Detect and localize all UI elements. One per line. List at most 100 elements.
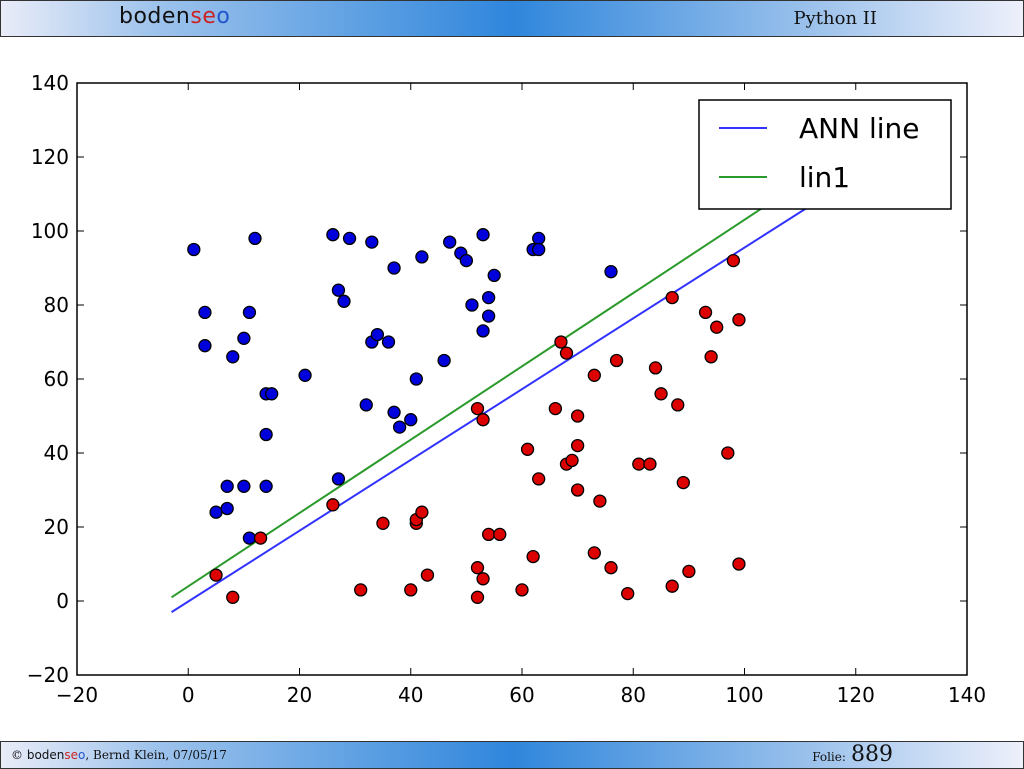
scatter-point-class1: [682, 564, 696, 579]
x-tick-label: 60: [509, 683, 534, 707]
scatter-point-class0: [476, 324, 490, 338]
scatter-point-class1: [481, 527, 496, 542]
scatter-point-class1: [654, 387, 668, 401]
scatter-point-class0: [370, 327, 385, 342]
scatter-point-class0: [237, 479, 251, 493]
data-points: [187, 228, 746, 604]
scatter-point-class0: [259, 479, 273, 493]
x-tick-label: 140: [948, 683, 986, 707]
scatter-point-class1: [415, 505, 429, 519]
scatter-point-class1: [470, 401, 485, 416]
scatter-point-class1: [587, 546, 601, 560]
scatter-point-class0: [387, 261, 401, 275]
scatter-point-class1: [354, 583, 368, 597]
scatter-point-class1: [470, 561, 485, 575]
scatter-point-class1: [570, 409, 585, 423]
scatter-point-class1: [732, 557, 746, 571]
header-bar: bodenseo Python II: [0, 0, 1024, 37]
logo-part-o: o: [216, 4, 231, 29]
x-tick-label: −20: [56, 683, 98, 707]
scatter-point-class1: [376, 516, 390, 530]
scatter-point-class0: [248, 231, 262, 246]
scatter-point-class0: [198, 339, 212, 353]
axis-ticks: −20 0 20 40 60 80 100 120 140 −20 0 20 40 60 80 100 120 1…: [27, 71, 986, 707]
scatter-point-class1: [565, 453, 579, 468]
scatter-point-class1: [665, 579, 679, 593]
scatter-point-class1: [621, 586, 635, 601]
course-title: Python II: [793, 8, 877, 29]
scatter-point-class0: [404, 413, 418, 427]
x-tick-label: 20: [287, 683, 312, 707]
scatter-point-class1: [209, 568, 223, 582]
scatter-point-class0: [532, 242, 546, 257]
scatter-point-class1: [671, 398, 685, 412]
scatter-point-class0: [187, 242, 201, 257]
legend-label-lin1: lin1: [799, 161, 850, 194]
y-tick-label: 120: [31, 145, 69, 169]
scatter-point-class0: [242, 531, 257, 545]
scatter-point-class1: [520, 442, 535, 456]
scatter-point-class0: [259, 427, 273, 442]
scatter-point-class1: [515, 583, 529, 597]
scatter-point-class0: [359, 398, 373, 412]
footer-author-date: , Bernd Klein, 07/05/17: [85, 748, 227, 762]
scatter-point-class0: [392, 420, 407, 434]
scatter-point-class0: [198, 305, 212, 320]
footer-copyright: © bodenseo, Bernd Klein, 07/05/17: [11, 748, 227, 762]
scatter-point-class0: [337, 294, 351, 308]
x-tick-label: 40: [398, 683, 423, 707]
y-tick-label: 80: [44, 293, 69, 317]
scatter-point-class1: [548, 401, 563, 416]
scatter-point-class0: [481, 309, 496, 323]
bodenseo-logo: bodenseo: [119, 4, 230, 29]
fit-lines: [171, 204, 812, 613]
scatter-point-class0: [532, 231, 546, 246]
scatter-point-class1: [570, 483, 585, 497]
scatter-point-class0: [298, 368, 312, 382]
scatter-point-class0: [415, 250, 429, 264]
footer-logo: bodenseo: [27, 748, 86, 762]
scatter-point-class1: [721, 446, 735, 460]
legend: ANN line lin1: [698, 99, 952, 210]
scatter-point-class1: [559, 346, 574, 360]
scatter-point-class0: [331, 283, 346, 297]
scatter-point-class1: [554, 335, 568, 349]
scatter-point-class1: [604, 561, 618, 575]
y-tick-label: 100: [31, 219, 69, 243]
footer-logo-boden: boden: [26, 748, 65, 762]
scatter-point-class0: [381, 335, 396, 349]
scatter-point-class1: [698, 305, 713, 320]
scatter-point-class1: [404, 583, 418, 597]
copyright-symbol: ©: [11, 748, 23, 762]
scatter-point-class0: [237, 331, 251, 345]
scatter-point-class1: [632, 457, 646, 471]
scatter-point-class1: [643, 457, 657, 471]
scatter-point-class0: [242, 305, 257, 320]
scatter-point-class1: [420, 568, 435, 582]
x-tick-label: 120: [837, 683, 875, 707]
scatter-point-class0: [459, 253, 474, 268]
scatter-point-class1: [710, 320, 724, 334]
footer-logo-se: se: [64, 748, 79, 762]
footer-bar: © bodenseo, Bernd Klein, 07/05/17 Folie:…: [0, 741, 1024, 769]
scatter-point-class0: [226, 350, 240, 364]
scatter-point-class0: [409, 372, 423, 386]
legend-label-ann-line: ANN line: [799, 112, 919, 145]
footer-logo-o: o: [78, 748, 86, 762]
scatter-point-class1: [676, 475, 690, 490]
scatter-point-class1: [326, 498, 340, 512]
scatter-point-class0: [331, 472, 346, 486]
logo-part-se: se: [190, 4, 217, 29]
scatter-point-class1: [648, 361, 663, 375]
scatter-point-class0: [342, 231, 357, 246]
scatter-point-class1: [253, 531, 268, 545]
y-tick-label: 0: [56, 589, 69, 613]
scatter-point-class0: [476, 228, 490, 242]
scatter-point-class0: [465, 298, 479, 312]
scatter-point-class1: [587, 368, 601, 382]
folio-label: Folie:: [812, 750, 846, 764]
y-tick-label: 40: [44, 441, 69, 465]
logo-part-boden: boden: [119, 4, 191, 29]
scatter-point-class0: [437, 353, 451, 368]
x-tick-label: 0: [182, 683, 195, 707]
